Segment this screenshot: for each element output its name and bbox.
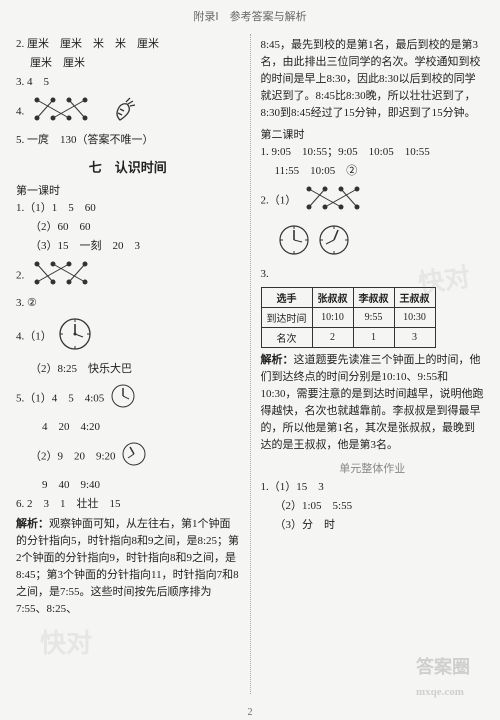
page-number: 2 <box>0 707 500 718</box>
table-cell: 9:55 <box>353 307 394 327</box>
q5-1-text: 5.（1）4 5 4:05 <box>16 393 104 405</box>
u1-1: 1.（1）15 3 <box>261 480 485 496</box>
table-row: 名次 2 1 3 <box>261 327 435 347</box>
explain-body: 观察钟面可知，从左往右，第1个钟面的分针指向5，时针指向8和9之间，是8:25；… <box>16 518 239 615</box>
explain-label: 解析： <box>16 518 49 530</box>
table-header: 王叔叔 <box>394 287 435 307</box>
table-cell: 3 <box>394 327 435 347</box>
left-item-4: 4. <box>16 94 240 130</box>
q2-prefix: 2. <box>16 269 24 281</box>
table-cell: 10:30 <box>394 307 435 327</box>
left-item-2b: 厘米 厘米 <box>16 56 240 72</box>
r3: 3. <box>261 267 485 283</box>
clock-icon <box>58 317 92 357</box>
table-header: 李叔叔 <box>353 287 394 307</box>
clock-icon <box>121 441 147 473</box>
r1b-text: 11:55 10:05 ② <box>275 165 358 177</box>
lesson1-heading: 第一课时 <box>16 182 240 198</box>
explain-body: 这道题要先读准三个钟面上的时间，他们到达终点的时间分别是10:10、9:55和1… <box>261 354 484 451</box>
clock-icon <box>318 224 350 262</box>
content-columns: 2. 厘米 厘米 米 米 厘米 厘米 厘米 3. 4 5 4. <box>16 34 484 694</box>
cross-match-icon <box>31 96 95 128</box>
r2-clocks <box>261 222 485 264</box>
q4-2: （2）8:25 快乐大巴 <box>16 362 240 378</box>
table-cell: 2 <box>312 327 353 347</box>
r2: 2.（1） <box>261 183 485 219</box>
q5-4: 9 40 9:40 <box>16 478 240 494</box>
cross-match-icon <box>31 260 95 292</box>
r2-prefix: 2.（1） <box>261 195 297 207</box>
cross-match-icon <box>303 185 367 217</box>
left-column: 2. 厘米 厘米 米 米 厘米 厘米 厘米 3. 4 5 4. <box>16 34 240 694</box>
right-column: 8:45，最先到校的是第1名，最后到校的是第3名，由此排出三位同学的名次。学校通… <box>261 34 485 694</box>
table-row: 到达时间 10:10 9:55 10:30 <box>261 307 435 327</box>
q2: 2. <box>16 258 240 294</box>
q5-3: （2）9 20 9:20 <box>16 439 240 475</box>
r1: 1. 9:05 10:55；9:05 10:05 10:55 <box>261 145 485 161</box>
u1-2: （2）1:05 5:55 <box>261 499 485 515</box>
column-divider <box>250 34 251 694</box>
table-row: 选手 张叔叔 李叔叔 王叔叔 <box>261 287 435 307</box>
clock-icon <box>110 383 136 415</box>
table-cell: 名次 <box>261 327 312 347</box>
q6: 6. 2 3 1 壮壮 15 <box>16 497 240 513</box>
left-item-5: 5. 一庹 130（答案不唯一） <box>16 133 240 149</box>
explain-label: 解析： <box>261 354 294 366</box>
carrot-icon <box>108 96 138 128</box>
table-cell: 10:10 <box>312 307 353 327</box>
right-explain: 解析：这道题要先读准三个钟面上的时间，他们到达终点的时间分别是10:10、9:5… <box>261 352 485 454</box>
q5-2: 4 20 4:20 <box>16 420 240 436</box>
unit-heading: 单元整体作业 <box>261 460 485 476</box>
q4-1: 4.（1） <box>16 315 240 359</box>
page-header: 附录Ⅰ 参考答案与解析 <box>16 8 484 24</box>
left-item-2: 2. 厘米 厘米 米 米 厘米 <box>16 37 240 53</box>
right-top-paragraph: 8:45，最先到校的是第1名，最后到校的是第3名，由此排出三位同学的名次。学校通… <box>261 37 485 122</box>
left-item-4-prefix: 4. <box>16 105 24 117</box>
q5-1: 5.（1）4 5 4:05 <box>16 381 240 417</box>
q4-prefix: 4.（1） <box>16 331 52 343</box>
q1-3: （3）15 一刻 20 3 <box>16 239 240 255</box>
table-header: 张叔叔 <box>312 287 353 307</box>
runner-table: 选手 张叔叔 李叔叔 王叔叔 到达时间 10:10 9:55 10:30 名次 … <box>261 287 436 348</box>
q5-3-text: （2）9 20 9:20 <box>30 451 116 463</box>
u1-3: （3）分 时 <box>261 518 485 534</box>
clock-icon <box>278 224 310 262</box>
table-header: 选手 <box>261 287 312 307</box>
left-explain: 解析：观察钟面可知，从左往右，第1个钟面的分针指向5，时针指向8和9之间，是8:… <box>16 516 240 618</box>
left-item-3: 3. 4 5 <box>16 75 240 91</box>
q1-2: （2）60 60 <box>16 220 240 236</box>
lesson2-heading: 第二课时 <box>261 126 485 142</box>
section-7-title: 七 认识时间 <box>16 157 240 176</box>
r1b: 11:55 10:05 ② <box>261 164 485 180</box>
q3: 3. ② <box>16 296 240 312</box>
table-cell: 到达时间 <box>261 307 312 327</box>
q1-1: 1.（1）1 5 60 <box>16 201 240 217</box>
table-cell: 1 <box>353 327 394 347</box>
